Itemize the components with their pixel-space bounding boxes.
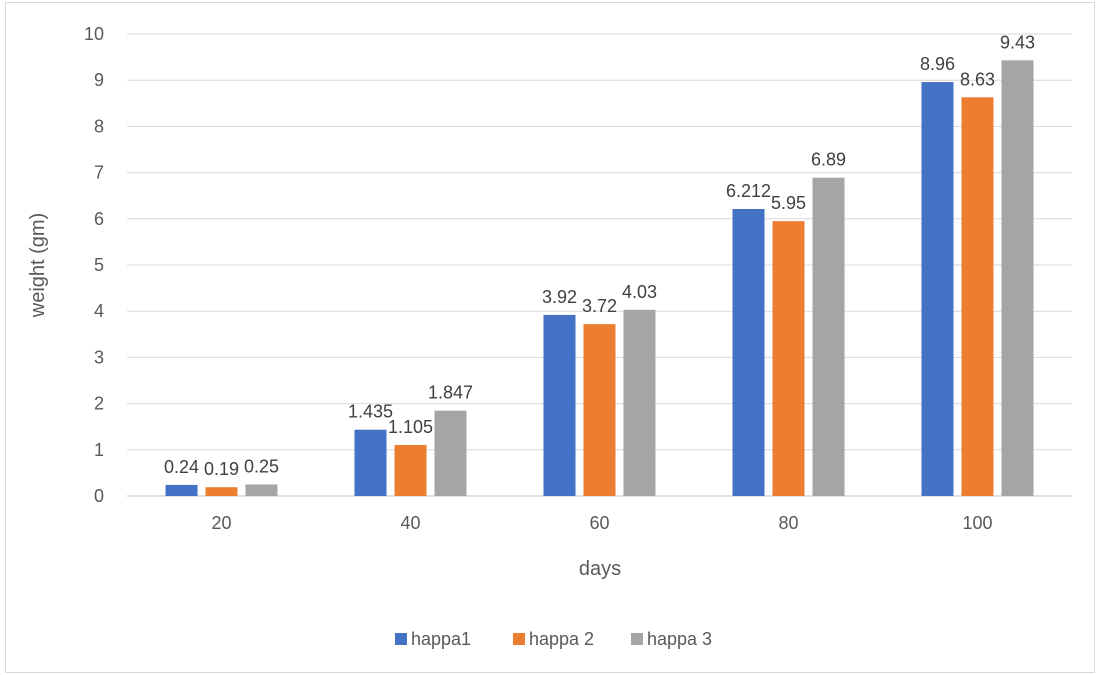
legend: happa1 happa 2 happa 3 xyxy=(395,629,712,649)
legend-swatch xyxy=(631,633,643,645)
data-label: 8.63 xyxy=(960,69,995,89)
x-tick-label: 100 xyxy=(962,513,992,533)
y-tick-label: 8 xyxy=(94,116,104,136)
data-label: 1.435 xyxy=(348,402,393,422)
data-label: 6.212 xyxy=(726,181,771,201)
data-label: 0.19 xyxy=(204,459,239,479)
y-axis-title: weight (gm) xyxy=(27,213,49,318)
x-tick-label: 60 xyxy=(589,513,609,533)
data-label: 0.24 xyxy=(164,457,199,477)
bar xyxy=(245,484,278,496)
data-label: 1.105 xyxy=(388,417,433,437)
y-axis-ticks: 0 1 2 3 4 5 6 7 8 9 10 xyxy=(84,24,104,506)
bar xyxy=(394,444,427,496)
data-label: 9.43 xyxy=(1000,32,1035,52)
y-tick-label: 6 xyxy=(94,209,104,229)
x-tick-label: 40 xyxy=(400,513,420,533)
gridlines xyxy=(127,33,1072,497)
y-tick-label: 9 xyxy=(94,70,104,90)
bar xyxy=(812,177,845,496)
x-axis-title: days xyxy=(579,558,621,580)
data-label: 6.89 xyxy=(811,150,846,170)
data-label: 3.72 xyxy=(582,296,617,316)
bar xyxy=(732,209,765,496)
bar xyxy=(434,410,467,496)
legend-label: happa 3 xyxy=(647,629,712,649)
legend-label: happa1 xyxy=(411,629,471,649)
y-tick-label: 7 xyxy=(94,163,104,183)
data-label: 0.25 xyxy=(244,456,279,476)
data-label: 5.95 xyxy=(771,193,806,213)
bar xyxy=(1001,60,1034,497)
bar xyxy=(165,484,198,496)
x-tick-label: 80 xyxy=(778,513,798,533)
data-label: 3.92 xyxy=(542,287,577,307)
y-tick-label: 3 xyxy=(94,347,104,367)
data-label: 1.847 xyxy=(428,383,473,403)
bar xyxy=(205,487,238,496)
y-tick-label: 1 xyxy=(94,440,104,460)
bar xyxy=(623,309,656,496)
bar xyxy=(772,221,805,497)
bar xyxy=(583,324,616,496)
y-tick-label: 10 xyxy=(84,24,104,44)
bars xyxy=(165,60,1034,497)
bar xyxy=(961,97,994,496)
y-tick-label: 2 xyxy=(94,394,104,414)
bar xyxy=(354,429,387,496)
bar xyxy=(921,82,954,496)
x-tick-label: 20 xyxy=(211,513,231,533)
data-label: 8.96 xyxy=(920,54,955,74)
y-tick-label: 0 xyxy=(94,486,104,506)
legend-label: happa 2 xyxy=(529,629,594,649)
y-tick-label: 5 xyxy=(94,255,104,275)
y-tick-label: 4 xyxy=(94,301,104,321)
legend-swatch xyxy=(395,633,407,645)
legend-swatch xyxy=(513,633,525,645)
data-label: 4.03 xyxy=(622,282,657,302)
bar xyxy=(543,314,576,496)
x-axis-ticks: 20 40 60 80 100 xyxy=(211,513,992,533)
